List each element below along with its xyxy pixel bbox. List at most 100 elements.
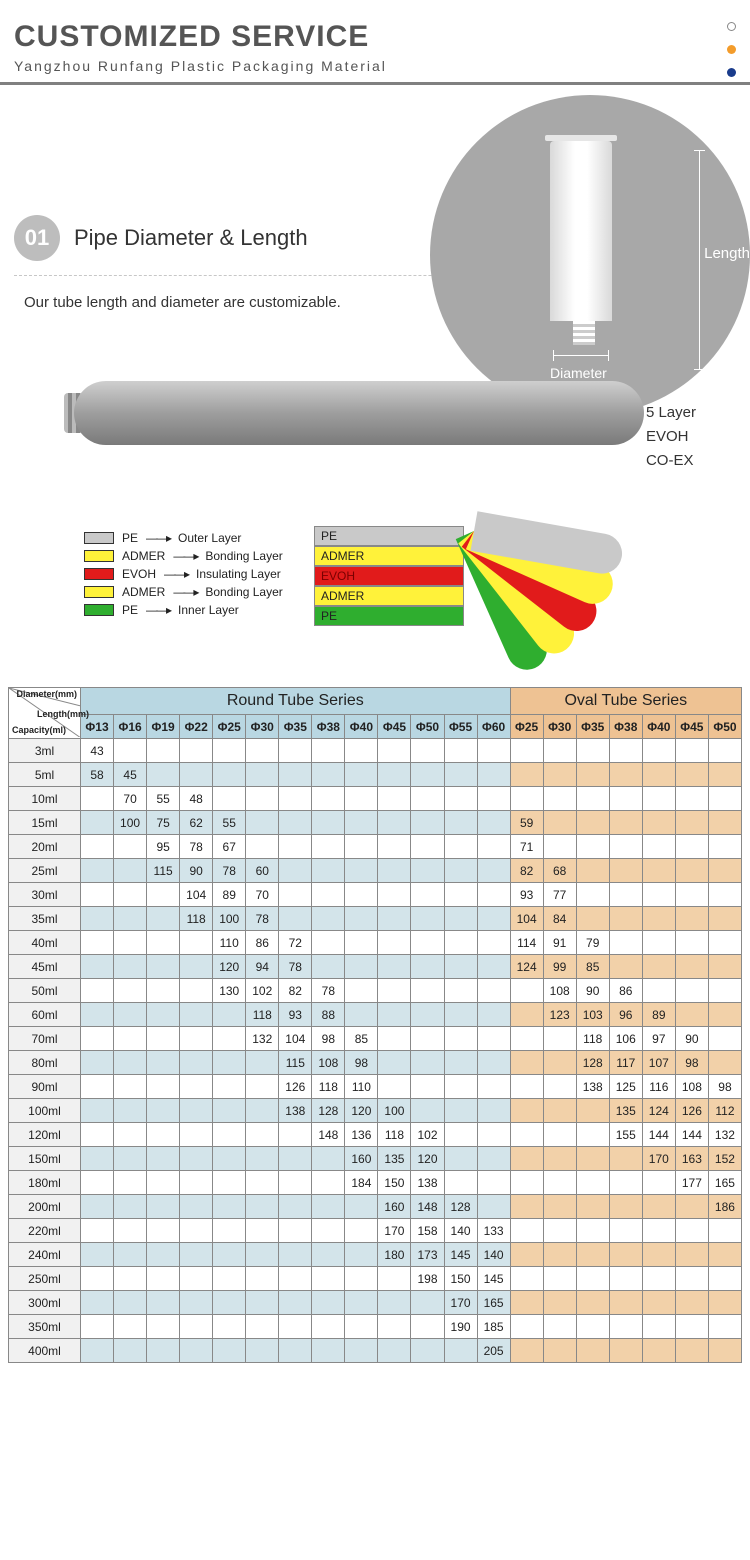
cell: 170: [642, 1147, 675, 1171]
cell: [477, 787, 510, 811]
cell: [411, 1027, 444, 1051]
col-header: Φ19: [147, 715, 180, 739]
cell: [147, 1003, 180, 1027]
cell: [576, 739, 609, 763]
table-row: 45ml12094781249985: [9, 955, 742, 979]
cell: [642, 1315, 675, 1339]
col-header: Φ35: [279, 715, 312, 739]
cell: [510, 1291, 543, 1315]
cell: 118: [312, 1075, 345, 1099]
cell: [708, 835, 741, 859]
cell: 89: [642, 1003, 675, 1027]
table-row: 5ml5845: [9, 763, 742, 787]
cell: [213, 1219, 246, 1243]
cell: [279, 907, 312, 931]
legend-role: Inner Layer: [178, 603, 239, 617]
stack-layer: EVOH: [314, 566, 464, 586]
cell: 86: [609, 979, 642, 1003]
size-table: Diameter(mm) Length(mm) Capacity(ml)Roun…: [8, 687, 742, 1363]
cell: 145: [444, 1243, 477, 1267]
legend-material: PE: [122, 531, 138, 545]
cell: [411, 1075, 444, 1099]
cell: [345, 1243, 378, 1267]
cell: 75: [147, 811, 180, 835]
table-row: 100ml138128120100135124126112: [9, 1099, 742, 1123]
cell: [576, 883, 609, 907]
cell: [180, 763, 213, 787]
capacity-label: 70ml: [9, 1027, 81, 1051]
length-label: Length: [704, 245, 750, 262]
cell: [279, 859, 312, 883]
cell: [246, 1243, 279, 1267]
layer-summary-labels: 5 Layer EVOH CO-EX: [646, 401, 696, 473]
legend-row: ADMER ——▸ Bonding Layer: [84, 585, 283, 599]
cell: [543, 1243, 576, 1267]
cell: [81, 979, 114, 1003]
cell: [147, 1099, 180, 1123]
cell: [642, 979, 675, 1003]
cell: 102: [411, 1123, 444, 1147]
cell: [642, 787, 675, 811]
cell: 165: [708, 1171, 741, 1195]
label-5layer: 5 Layer: [646, 401, 696, 425]
cell: [411, 859, 444, 883]
cell: [411, 907, 444, 931]
cell: [708, 883, 741, 907]
cell: [444, 931, 477, 955]
cell: [708, 979, 741, 1003]
cell: [114, 883, 147, 907]
cell: 104: [279, 1027, 312, 1051]
cell: 130: [213, 979, 246, 1003]
table-row: 240ml180173145140: [9, 1243, 742, 1267]
col-header: Φ25: [213, 715, 246, 739]
col-header: Φ35: [576, 715, 609, 739]
cell: 93: [279, 1003, 312, 1027]
cell: [444, 1099, 477, 1123]
cell: [312, 1171, 345, 1195]
cell: [279, 1195, 312, 1219]
cell: [411, 787, 444, 811]
cell: 138: [279, 1099, 312, 1123]
col-header: Φ25: [510, 715, 543, 739]
cell: [609, 1171, 642, 1195]
cell: [147, 763, 180, 787]
capacity-label: 120ml: [9, 1123, 81, 1147]
cell: [312, 787, 345, 811]
cell: [180, 1267, 213, 1291]
cell: [675, 1315, 708, 1339]
cell: [312, 1147, 345, 1171]
cell: [279, 1339, 312, 1363]
stack-layer: PE: [314, 526, 464, 546]
page-title: CUSTOMIZED SERVICE: [14, 20, 736, 54]
cell: [543, 1267, 576, 1291]
cell: [411, 835, 444, 859]
label-evoh: EVOH: [646, 425, 696, 449]
cell: [444, 1123, 477, 1147]
cell: 118: [378, 1123, 411, 1147]
cell: [477, 739, 510, 763]
cell: [510, 1339, 543, 1363]
cell: [642, 931, 675, 955]
cell: 118: [180, 907, 213, 931]
cell: [444, 979, 477, 1003]
cell: [543, 1219, 576, 1243]
cell: [708, 907, 741, 931]
cell: [312, 931, 345, 955]
cell: [576, 859, 609, 883]
arrow-icon: ——▸: [146, 603, 170, 617]
capacity-label: 240ml: [9, 1243, 81, 1267]
cell: 120: [213, 955, 246, 979]
cell: [180, 1099, 213, 1123]
cell: [378, 835, 411, 859]
cell: [114, 1051, 147, 1075]
cell: [147, 907, 180, 931]
cell: [213, 763, 246, 787]
col-header: Φ30: [543, 715, 576, 739]
cell: [312, 1219, 345, 1243]
cell: [576, 907, 609, 931]
cell: [213, 1027, 246, 1051]
cell: [411, 1099, 444, 1123]
section-layer-diagram: 5 Layer EVOH CO-EX PEADMEREVOHADMERPE PE…: [0, 341, 750, 681]
cell: [312, 1291, 345, 1315]
cell: [246, 1339, 279, 1363]
